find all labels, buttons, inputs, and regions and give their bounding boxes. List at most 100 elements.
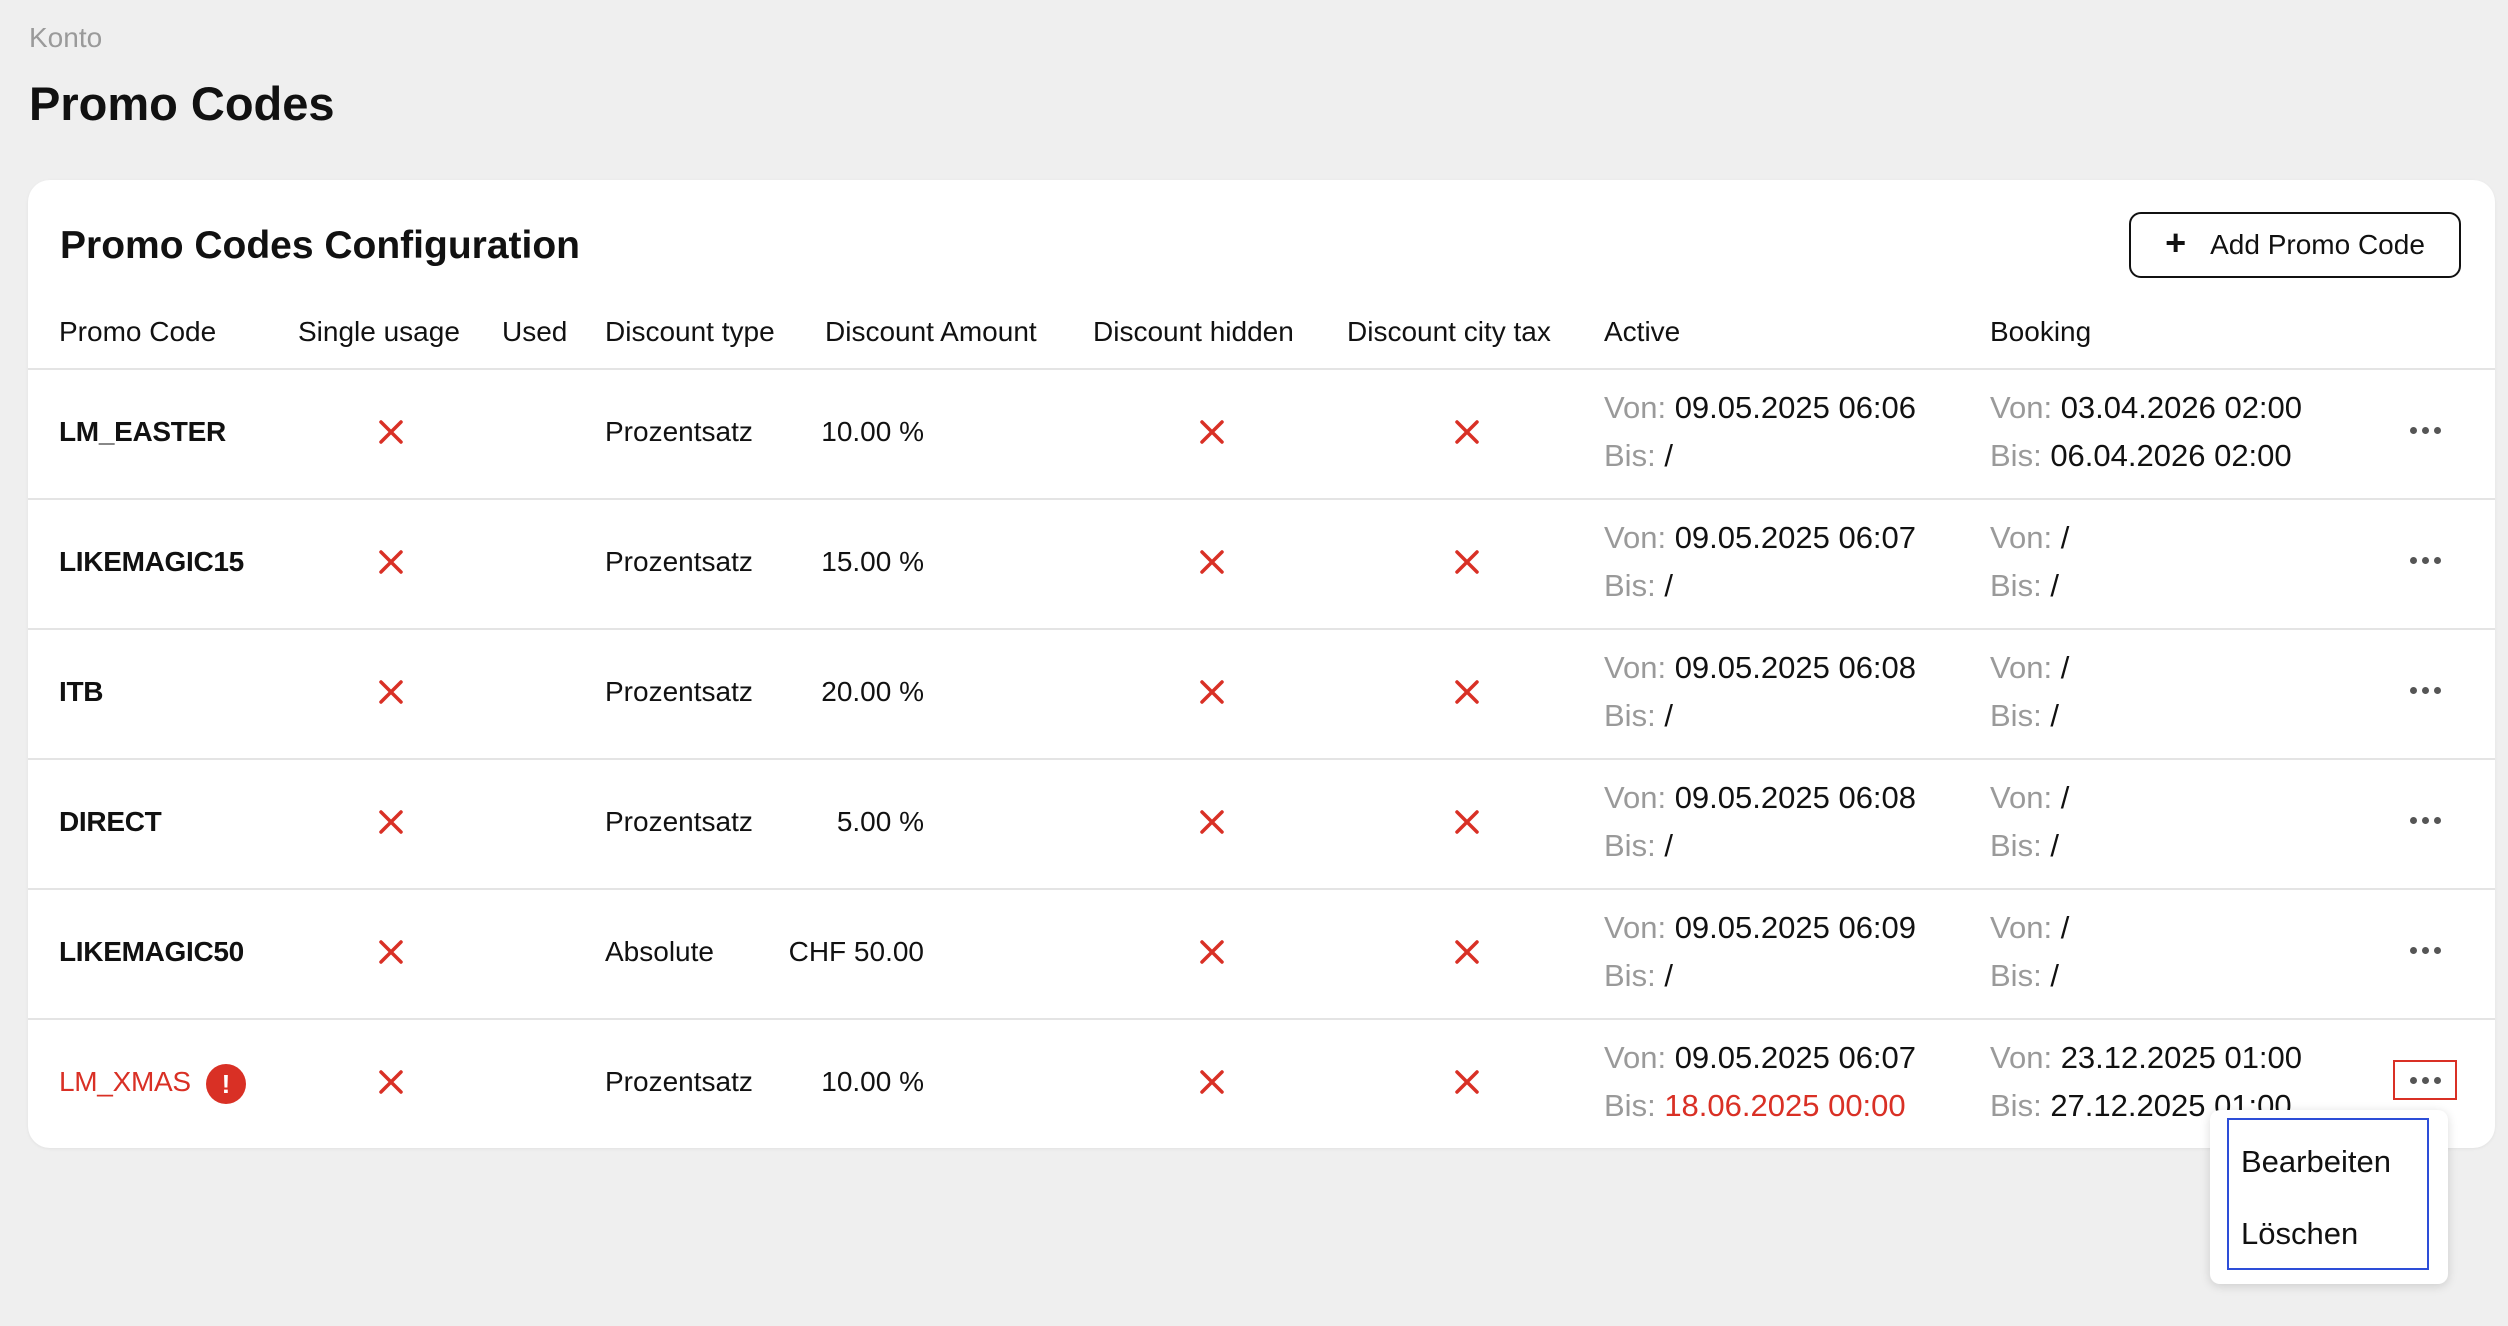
von-label: Von: <box>1990 520 2053 555</box>
booking-bis: Bis: / <box>1990 568 2059 604</box>
bis-label: Bis: <box>1604 698 1656 733</box>
discount-city-tax-x-icon <box>1443 928 1491 976</box>
promo-code: LM_XMAS <box>59 1066 191 1097</box>
bis-label: Bis: <box>1990 828 2042 863</box>
booking-bis: Bis: 06.04.2026 02:00 <box>1990 438 2292 474</box>
booking-bis-value: / <box>2050 698 2059 733</box>
booking-von: Von: 23.12.2025 01:00 <box>1990 1040 2302 1076</box>
dot-icon <box>2409 816 2417 824</box>
active-bis: Bis: / <box>1604 568 1673 604</box>
menu-item-edit[interactable]: Bearbeiten <box>2241 1144 2391 1179</box>
breadcrumb[interactable]: Konto <box>29 22 103 53</box>
active-bis-value: / <box>1664 438 1673 473</box>
booking-bis: Bis: / <box>1990 958 2059 994</box>
promo-code: LIKEMAGIC15 <box>59 546 244 577</box>
active-von-value: 09.05.2025 06:06 <box>1674 390 1917 425</box>
active-bis-value: / <box>1664 828 1673 863</box>
row-actions-menu: Bearbeiten Löschen <box>2210 1110 2448 1284</box>
von-label: Von: <box>1604 780 1667 815</box>
von-label: Von: <box>1990 780 2053 815</box>
bis-label: Bis: <box>1604 1088 1656 1123</box>
active-von: Von: 09.05.2025 06:07 <box>1604 520 1916 556</box>
booking-bis-value: / <box>2050 828 2059 863</box>
discount-amount: 15.00 % <box>821 546 924 577</box>
active-von: Von: 09.05.2025 06:07 <box>1604 1040 1916 1076</box>
bis-label: Bis: <box>1604 568 1656 603</box>
single-usage-x-icon <box>367 538 415 586</box>
discount-amount: 10.00 % <box>821 416 924 447</box>
booking-von: Von: / <box>1990 910 2069 946</box>
active-bis: Bis: / <box>1604 828 1673 864</box>
dot-icon <box>2433 946 2441 954</box>
discount-amount: CHF 50.00 <box>788 936 924 967</box>
bis-label: Bis: <box>1604 828 1656 863</box>
promo-code: LIKEMAGIC50 <box>59 936 244 967</box>
header-booking: Booking <box>1990 316 2092 347</box>
table-row: LIKEMAGIC15 Prozentsatz 15.00 % Von: 09.05.… <box>28 498 2495 630</box>
discount-hidden-x-icon <box>1188 538 1236 586</box>
dot-icon <box>2433 1076 2441 1084</box>
active-von-value: 09.05.2025 06:07 <box>1674 520 1917 555</box>
discount-city-tax-x-icon <box>1443 668 1491 716</box>
von-label: Von: <box>1604 650 1667 685</box>
discount-type: Prozentsatz <box>605 1066 753 1097</box>
table-row: LM_EASTER Prozentsatz 10.00 % Von: 09.05.20… <box>28 368 2495 500</box>
booking-von-value: 23.12.2025 01:00 <box>2060 1040 2303 1075</box>
bis-label: Bis: <box>1990 958 2042 993</box>
add-promo-code-button[interactable]: + Add Promo Code <box>2129 212 2461 278</box>
dot-icon <box>2421 426 2429 434</box>
discount-hidden-x-icon <box>1188 928 1236 976</box>
dot-icon <box>2421 1076 2429 1084</box>
row-actions-button[interactable] <box>2393 930 2457 970</box>
von-label: Von: <box>1990 1040 2053 1075</box>
dot-icon <box>2421 686 2429 694</box>
dot-icon <box>2409 686 2417 694</box>
active-von: Von: 09.05.2025 06:08 <box>1604 780 1916 816</box>
active-bis: Bis: / <box>1604 958 1673 994</box>
von-label: Von: <box>1604 910 1667 945</box>
active-bis-value: / <box>1664 568 1673 603</box>
menu-item-delete[interactable]: Löschen <box>2241 1216 2359 1251</box>
bis-label: Bis: <box>1990 1088 2042 1123</box>
row-actions-button[interactable] <box>2393 670 2457 710</box>
active-bis-value: / <box>1664 698 1673 733</box>
row-actions-menu-focus: Bearbeiten Löschen <box>2227 1118 2429 1270</box>
discount-type: Prozentsatz <box>605 546 753 577</box>
discount-city-tax-x-icon <box>1443 798 1491 846</box>
active-von-value: 09.05.2025 06:08 <box>1674 650 1917 685</box>
active-von: Von: 09.05.2025 06:08 <box>1604 650 1916 686</box>
booking-bis-value: 06.04.2026 02:00 <box>2050 438 2292 473</box>
von-label: Von: <box>1604 520 1667 555</box>
dot-icon <box>2409 426 2417 434</box>
von-label: Von: <box>1990 910 2053 945</box>
von-label: Von: <box>1604 1040 1667 1075</box>
header-active: Active <box>1604 316 1681 347</box>
single-usage-x-icon <box>367 1058 415 1106</box>
page-title: Promo Codes <box>29 77 335 130</box>
row-actions-button[interactable] <box>2393 1060 2457 1100</box>
row-actions-button[interactable] <box>2393 800 2457 840</box>
row-actions-button[interactable] <box>2393 540 2457 580</box>
bis-label: Bis: <box>1990 698 2042 733</box>
active-bis-value: 18.06.2025 00:00 <box>1664 1088 1906 1123</box>
row-actions-button[interactable] <box>2393 410 2457 450</box>
discount-city-tax-x-icon <box>1443 408 1491 456</box>
header-promo-code: Promo Code <box>59 316 217 347</box>
discount-amount: 10.00 % <box>821 1066 924 1097</box>
header-discount-amount: Discount Amount <box>825 316 1037 347</box>
promo-codes-card: Promo Codes Configuration + Add Promo Co… <box>28 180 2495 1148</box>
booking-bis: Bis: / <box>1990 828 2059 864</box>
dot-icon <box>2421 816 2429 824</box>
card-title: Promo Codes Configuration <box>60 224 580 267</box>
active-bis: Bis: 18.06.2025 00:00 <box>1604 1088 1906 1124</box>
promo-code: DIRECT <box>59 806 162 837</box>
dot-icon <box>2409 556 2417 564</box>
booking-bis-value: / <box>2050 568 2059 603</box>
dot-icon <box>2433 816 2441 824</box>
discount-hidden-x-icon <box>1188 668 1236 716</box>
dot-icon <box>2409 1076 2417 1084</box>
discount-city-tax-x-icon <box>1443 1058 1491 1106</box>
discount-amount: 5.00 % <box>836 806 924 837</box>
header-discount-hidden: Discount hidden <box>1093 316 1294 347</box>
dot-icon <box>2433 686 2441 694</box>
